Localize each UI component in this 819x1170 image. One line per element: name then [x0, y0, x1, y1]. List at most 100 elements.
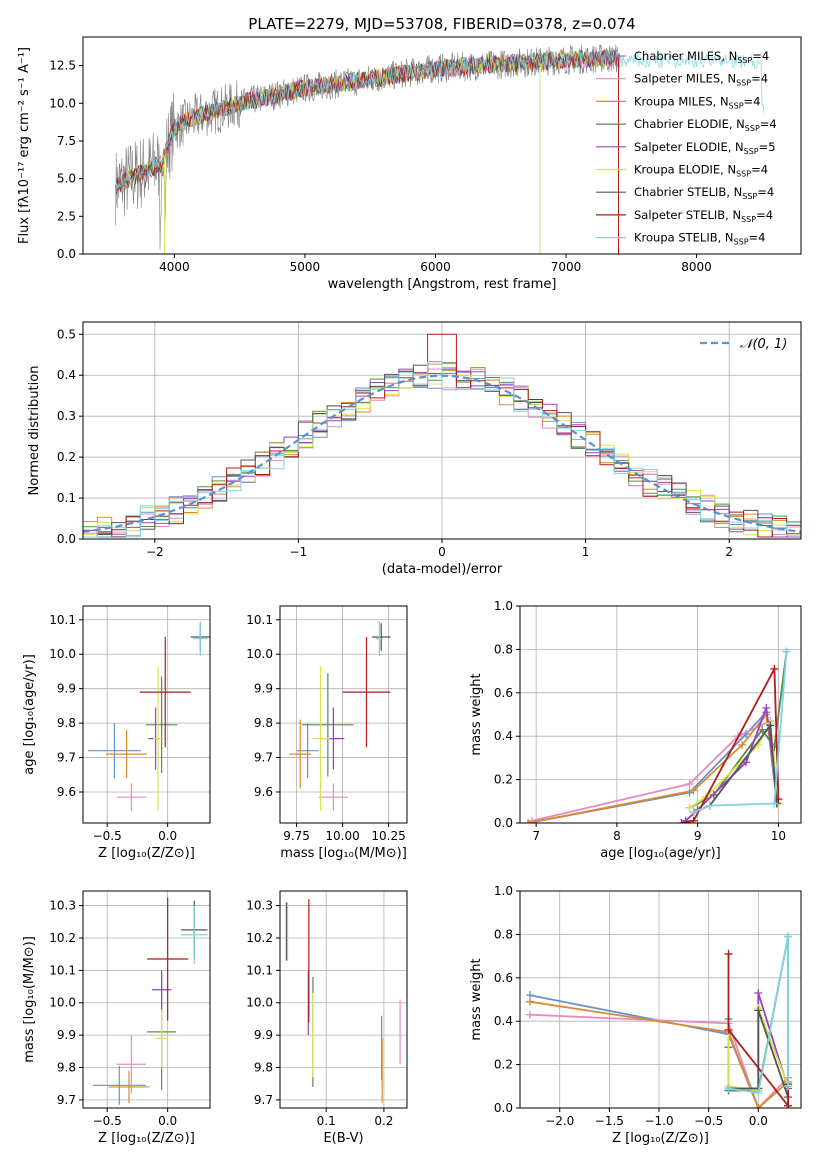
legend-entry: Chabrier MILES, NSSP=4 — [634, 49, 769, 65]
model-line-5 — [115, 50, 621, 192]
chart-mass-vs-EBV: 0.1 0.2 9.7 9.8 9.9 10.0 10.1 10.2 10.3 E(B-V) — [246, 890, 408, 1146]
y-axis-label: Flux [fλ10⁻¹⁷ erg cm⁻² s⁻¹ A⁻¹] — [17, 47, 32, 244]
weight-marker — [705, 801, 714, 810]
legend-entry: Kroupa ELODIE, NSSP=4 — [634, 163, 768, 179]
weight-marker — [681, 816, 690, 823]
x-tick-label: −0.5 — [694, 1114, 723, 1128]
y-tick-label: 9.7 — [254, 1093, 273, 1107]
y-tick-label: 10.0 — [49, 996, 76, 1010]
y-tick-label: 0.0 — [494, 1101, 513, 1115]
spectrum-data-line — [115, 44, 619, 250]
plot-area — [524, 647, 791, 823]
x-tick-label: 1 — [582, 545, 590, 559]
weight-marker — [754, 1104, 763, 1108]
weight-line-8 — [728, 936, 789, 1094]
y-tick-label: 10.1 — [246, 963, 273, 977]
weight-marker — [738, 740, 747, 749]
y-tick-label: 9.9 — [57, 1028, 76, 1042]
y-tick-label: 10.3 — [49, 899, 76, 913]
weight-marker — [685, 803, 694, 812]
model-line-7 — [115, 48, 621, 195]
x-tick-label: 10 — [771, 829, 786, 843]
y-tick-label: 0.2 — [494, 1058, 513, 1072]
weight-line-6 — [728, 1010, 789, 1098]
y-tick-label: 9.8 — [57, 1061, 76, 1075]
y-tick-label: 9.8 — [254, 1061, 273, 1075]
y-tick-label: 9.6 — [57, 785, 76, 799]
weight-marker — [754, 988, 763, 997]
x-axis-label: (data-model)/error — [382, 562, 503, 577]
x-tick-label: 6000 — [420, 260, 451, 274]
weight-line-8 — [693, 651, 788, 813]
y-tick-label: 0.2 — [57, 450, 76, 464]
axes-border — [279, 605, 408, 824]
y-axis-label: mass weight — [469, 673, 484, 755]
weight-marker — [689, 816, 698, 823]
x-tick-label: −2.0 — [545, 1114, 574, 1128]
x-tick-label: 7 — [532, 829, 540, 843]
y-axis-label: age [log₁₀(age/yr)] — [22, 654, 37, 775]
y-tick-label: 9.9 — [254, 682, 273, 696]
normal-curve — [83, 374, 801, 533]
y-tick-label: 0.1 — [57, 491, 76, 505]
axes-border — [519, 605, 802, 824]
weight-marker — [754, 1006, 763, 1015]
chart-massweight-vs-age: 7 8 9 10 0.0 0.2 0.4 0.6 0.8 1.0 age [log₁₀(age/yr… — [469, 599, 802, 861]
y-tick-label: 9.9 — [254, 1028, 273, 1042]
axes-border — [82, 890, 211, 1109]
y-tick-label: 0.4 — [494, 729, 513, 743]
y-tick-label: 2.5 — [57, 209, 76, 223]
x-axis-label: age [log₁₀(age/yr)] — [600, 846, 721, 861]
weight-marker — [770, 799, 779, 808]
weight-marker — [525, 1010, 534, 1019]
weight-marker — [766, 721, 775, 730]
axes-frame: −2 −1 0 1 2 0.0 0.1 0.2 0.3 0.4 0.5 (data-model)/er… — [27, 321, 802, 577]
weight-marker — [724, 1025, 733, 1034]
legend-entry: Salpeter MILES, NSSP=4 — [634, 72, 768, 88]
x-tick-label: −1.5 — [595, 1114, 624, 1128]
y-tick-label: 0.6 — [494, 971, 513, 985]
x-tick-label: 0.0 — [158, 1114, 177, 1128]
y-tick-label: 0.4 — [57, 368, 76, 382]
y-tick-label: 10.3 — [246, 899, 273, 913]
figure-title: PLATE=2279, MJD=53708, FIBERID=0378, z=0… — [248, 15, 635, 33]
y-tick-label: 10.0 — [49, 96, 76, 110]
axes-border — [82, 605, 211, 824]
x-axis-label: mass [log₁₀(M/M⊙)] — [280, 846, 407, 861]
y-tick-label: 10.2 — [246, 931, 273, 945]
y-tick-label: 10.1 — [49, 963, 76, 977]
y-tick-label: 10.1 — [246, 613, 273, 627]
x-tick-label: 9.75 — [283, 829, 310, 843]
weight-line-7 — [727, 953, 789, 1108]
x-tick-label: 7000 — [551, 260, 582, 274]
chart-mass-vs-Z: −0.5 0.0 9.7 9.8 9.9 10.0 10.1 10.2 10.3 Z [log₁₀… — [22, 890, 211, 1146]
weight-line-1 — [529, 1013, 789, 1108]
weight-marker — [685, 779, 694, 788]
x-tick-label: 0.0 — [158, 829, 177, 843]
axes-frame: 7 8 9 10 0.0 0.2 0.4 0.6 0.8 1.0 age [log₁₀(age/yr… — [469, 599, 802, 861]
legend-entry: Chabrier ELODIE, NSSP=4 — [634, 117, 777, 133]
y-tick-label: 0.0 — [57, 247, 76, 261]
chart-age-vs-mass: 9.75 10.00 10.25 9.6 9.7 9.8 9.9 10.0 10.1 mass [… — [246, 605, 408, 861]
chart-spectrum: 4000 5000 6000 7000 8000 0.0 2.5 5.0 7.5 10.0 12.5… — [17, 36, 802, 292]
y-tick-label: 0.0 — [57, 532, 76, 546]
weight-marker — [784, 1101, 793, 1108]
y-tick-label: 10.1 — [49, 613, 76, 627]
y-tick-label: 12.5 — [49, 59, 76, 73]
plot-area — [83, 333, 801, 538]
y-tick-label: 9.9 — [57, 682, 76, 696]
y-tick-label: 10.0 — [49, 647, 76, 661]
x-tick-label: 8 — [613, 829, 621, 843]
axes-border — [82, 36, 802, 255]
axes-frame: −0.5 0.0 9.7 9.8 9.9 10.0 10.1 10.2 10.3 Z [log₁₀… — [22, 890, 211, 1146]
legend-entry: Salpeter STELIB, NSSP=4 — [634, 208, 773, 224]
y-tick-label: 0.6 — [494, 686, 513, 700]
legend-entry: Kroupa MILES, NSSP=4 — [634, 94, 760, 110]
y-axis-label: mass [log₁₀(M/M⊙)] — [22, 936, 37, 1063]
weight-marker — [525, 997, 534, 1006]
weight-marker — [762, 703, 771, 712]
legend-spectrum: Chabrier MILES, NSSP=4 Salpeter MILES, NS… — [596, 49, 777, 247]
y-tick-label: 1.0 — [494, 884, 513, 898]
x-tick-label: 10.00 — [325, 829, 359, 843]
y-tick-label: 0.0 — [494, 816, 513, 830]
